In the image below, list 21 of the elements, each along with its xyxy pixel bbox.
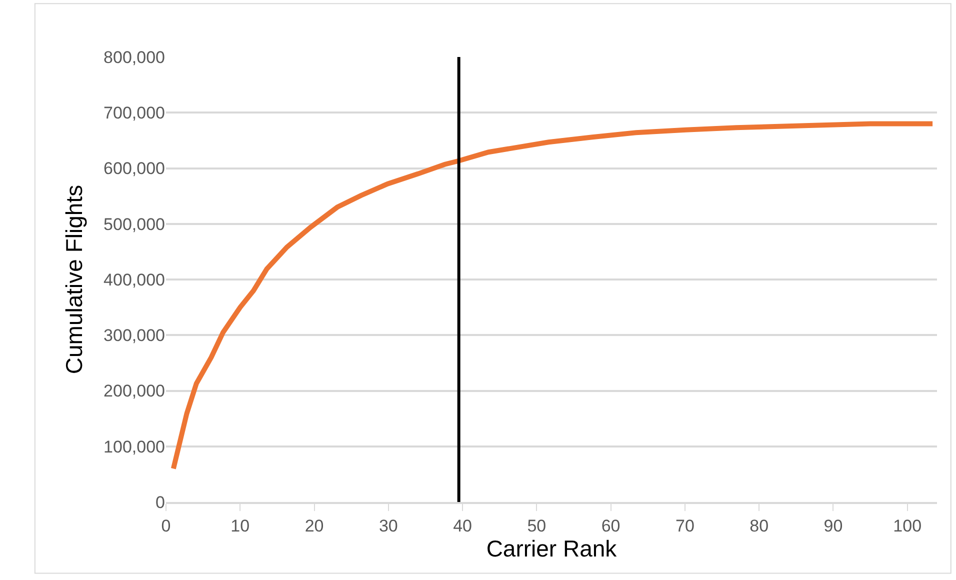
- x-tick-label: 70: [675, 516, 694, 536]
- x-tick-label: 40: [453, 516, 472, 536]
- x-tick-label: 50: [527, 516, 546, 536]
- y-tick-label: 500,000: [104, 214, 165, 234]
- y-tick-label: 100,000: [104, 437, 165, 456]
- x-axis-title: Carrier Rank: [486, 536, 618, 562]
- x-tick-label: 80: [750, 516, 769, 536]
- y-axis-title: Cumulative Flights: [60, 184, 87, 374]
- x-tick-label: 60: [601, 516, 620, 536]
- y-tick-label: 800,000: [104, 48, 165, 67]
- x-tick-label: 100: [893, 516, 922, 536]
- y-tick-label: 200,000: [104, 382, 165, 401]
- x-tick-label: 20: [304, 516, 324, 536]
- x-tick-label: 90: [824, 516, 843, 536]
- y-tick-label: 300,000: [104, 326, 165, 346]
- y-tick-label: 600,000: [104, 159, 165, 178]
- x-tick-label: 30: [378, 516, 398, 536]
- y-tick-label: 400,000: [104, 270, 165, 290]
- y-tick-label: 700,000: [104, 104, 165, 123]
- x-tick-label: 10: [230, 516, 250, 536]
- y-tick-label: 0: [156, 492, 165, 512]
